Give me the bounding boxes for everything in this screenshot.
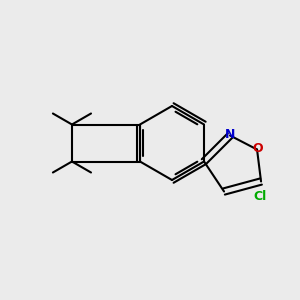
Text: O: O xyxy=(253,142,263,155)
Text: Cl: Cl xyxy=(254,190,267,203)
Text: N: N xyxy=(225,128,235,141)
